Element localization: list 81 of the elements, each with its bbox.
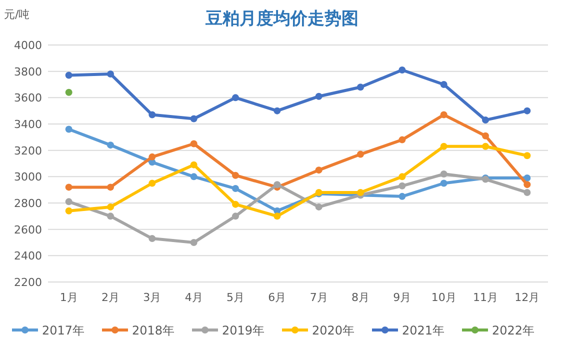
point (148, 235, 156, 242)
point (65, 72, 72, 79)
point (190, 173, 198, 180)
point (107, 203, 114, 210)
point (148, 111, 156, 118)
point (232, 172, 239, 179)
y-tick-label: 3200 (14, 144, 42, 158)
point (315, 166, 322, 174)
y-tick-label: 2600 (14, 223, 42, 236)
point (315, 92, 322, 100)
y-tick-label: 2400 (14, 250, 42, 263)
point (232, 212, 239, 220)
point (232, 94, 239, 102)
legend-label: 2022年 (492, 324, 535, 338)
point (524, 188, 531, 196)
point (65, 184, 72, 191)
point (398, 66, 406, 74)
point (357, 150, 364, 158)
point (274, 181, 281, 188)
x-tick-label: 11月 (473, 291, 498, 304)
x-tick-label: 2月 (102, 291, 120, 304)
point (315, 203, 322, 210)
x-tick-label: 1月 (60, 291, 78, 304)
point (107, 70, 114, 78)
point (524, 107, 531, 114)
point (440, 170, 448, 178)
point (107, 142, 114, 149)
x-tick-label: 8月 (352, 291, 370, 304)
point (65, 207, 72, 214)
point (440, 142, 448, 150)
point (232, 185, 239, 192)
point (440, 81, 448, 88)
legend-label: 2017年 (42, 324, 85, 338)
y-tick-label: 3000 (14, 170, 42, 184)
x-tick-label: 6月 (268, 291, 286, 304)
point (274, 212, 281, 220)
y-tick-label: 3600 (14, 92, 42, 105)
point (357, 84, 364, 91)
y-tick-label: 3400 (14, 118, 42, 131)
y-tick-label: 4000 (14, 39, 42, 52)
x-tick-label: 3月 (143, 291, 162, 304)
point (190, 140, 198, 148)
point (274, 107, 281, 114)
x-tick-label: 5月 (226, 291, 244, 304)
point (148, 153, 156, 160)
legend-label: 2018年 (132, 324, 175, 338)
point (357, 188, 364, 196)
x-tick-label: 12月 (514, 291, 540, 304)
point (190, 161, 198, 168)
legend-label: 2020年 (312, 324, 355, 338)
point (148, 180, 156, 187)
point (482, 132, 489, 140)
point (482, 116, 489, 124)
point (524, 174, 531, 182)
point (107, 184, 114, 191)
legend-label: 2021年 (402, 324, 445, 338)
x-tick-label: 4月 (184, 291, 203, 304)
point (190, 115, 198, 122)
x-tick-label: 9月 (393, 291, 412, 304)
x-tick-label: 10月 (431, 291, 456, 304)
point (65, 126, 72, 133)
x-tick-label: 7月 (310, 291, 328, 304)
point (398, 182, 406, 190)
point (398, 136, 406, 144)
point (440, 111, 448, 118)
point (190, 239, 198, 246)
y-axis-title: 元/吨 (4, 8, 30, 21)
chart-title: 豆粕月度均价走势图 (204, 9, 358, 29)
y-tick-label: 2800 (14, 197, 42, 210)
point (524, 152, 531, 160)
point (524, 181, 531, 188)
legend-label: 2019年 (222, 324, 265, 338)
y-tick-label: 2200 (14, 276, 42, 289)
point (440, 180, 448, 187)
point (398, 192, 406, 200)
y-tick-label: 3800 (14, 65, 42, 78)
point (107, 212, 114, 220)
point (398, 173, 406, 180)
point (232, 200, 239, 208)
point (482, 142, 489, 150)
point (65, 198, 72, 206)
